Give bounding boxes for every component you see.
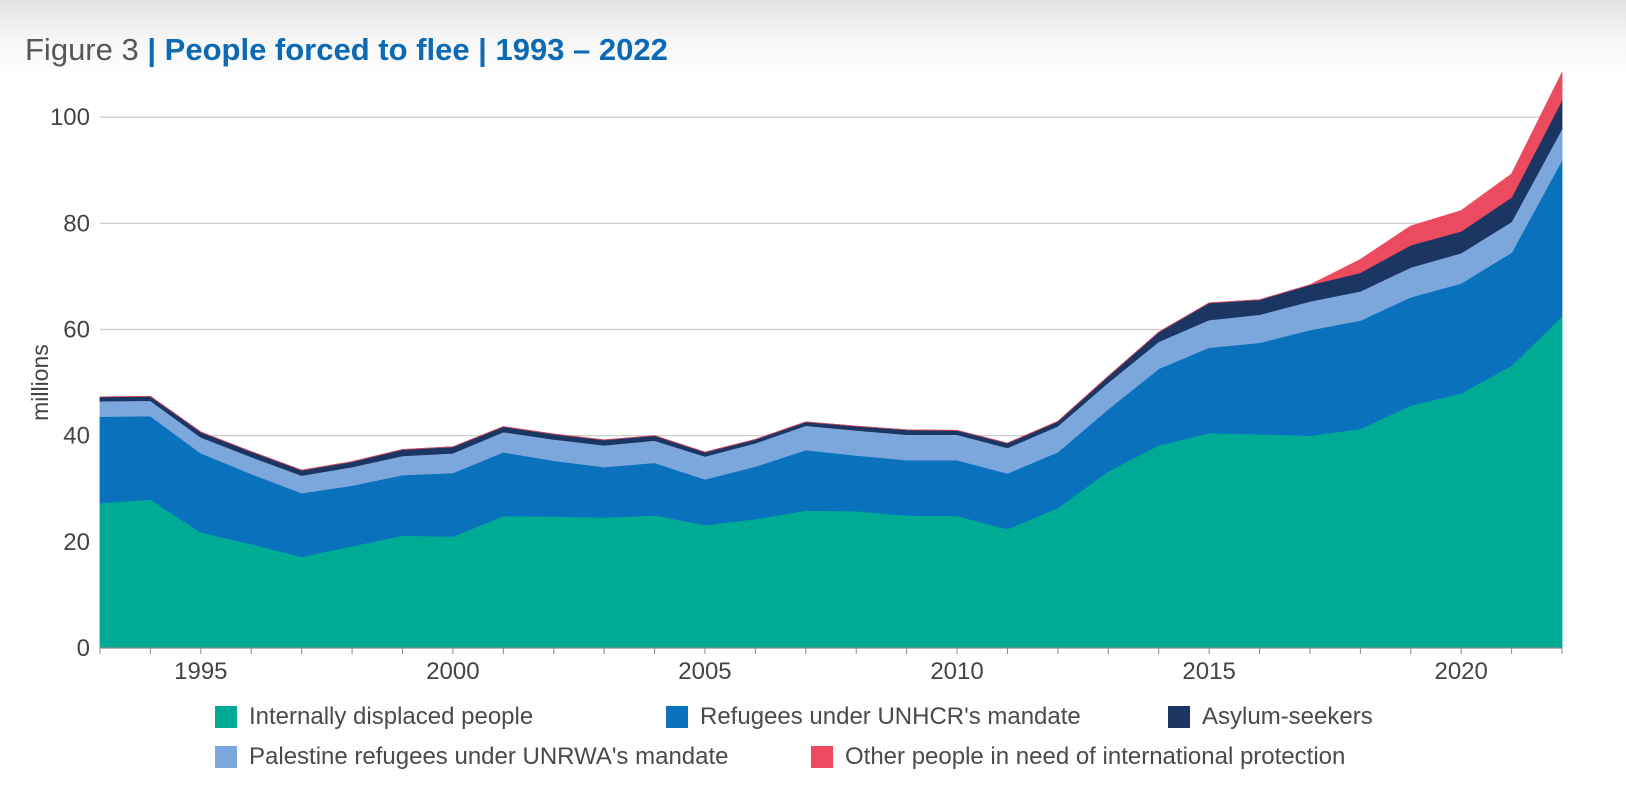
legend-swatch [666,706,688,728]
legend-swatch [215,746,237,768]
legend-swatch [811,746,833,768]
x-tick-label-1995: 1995 [174,658,227,685]
chart-title-text: People forced to flee | 1993 – 2022 [164,32,668,67]
title-separator: | [147,32,157,67]
x-tick-label-2005: 2005 [678,658,731,685]
legend-label: Internally displaced people [249,703,534,730]
x-tick-label-2020: 2020 [1434,658,1487,685]
stacked-area-chart: 0 20 40 60 80 100 1995 2000 2005 2010 2015 2020 mill… [27,72,1563,685]
y-tick-label-20: 20 [63,529,90,556]
legend-item: Other people in need of international pr… [811,743,1345,771]
y-tick-label-80: 80 [63,210,90,237]
legend-label: Other people in need of international pr… [845,743,1346,770]
legend-item: Asylum-seekers [1168,703,1373,731]
area-other-protection [99,72,1563,471]
x-tick-label-2010: 2010 [930,658,983,685]
figure-number: Figure 3 [25,32,139,67]
legend-item: Palestine refugees under UNRWA's mandate [215,743,729,771]
x-tick-label-2015: 2015 [1182,658,1235,685]
y-tick-label-60: 60 [63,316,90,343]
y-tick-label-100: 100 [50,104,90,131]
legend-swatch [215,706,237,728]
legend-item: Internally displaced people [215,703,533,731]
y-tick-label-40: 40 [63,423,90,450]
y-axis-title: millions [27,344,53,421]
legend-label: Asylum-seekers [1202,703,1373,730]
x-tick-label-2000: 2000 [426,658,479,685]
chart-legend: Internally displaced people Refugees unde… [215,703,1515,793]
legend-swatch [1168,706,1190,728]
legend-label: Palestine refugees under UNRWA's mandate [249,743,729,770]
legend-label: Refugees under UNHCR's mandate [700,703,1081,730]
y-tick-label-0: 0 [77,635,90,662]
chart-title: Figure 3 | People forced to flee | 1993 … [25,30,668,70]
legend-item: Refugees under UNHCR's mandate [666,703,1081,731]
